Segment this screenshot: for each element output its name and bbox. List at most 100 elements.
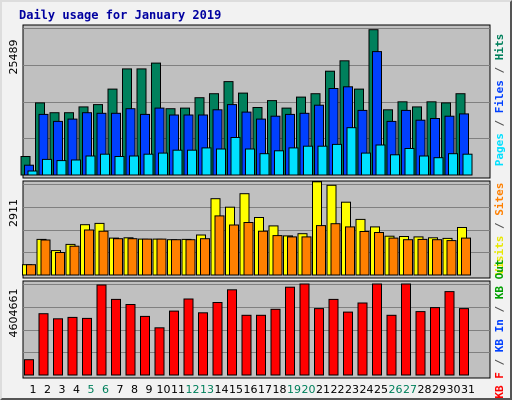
bar-kb-f-day-4 bbox=[67, 316, 78, 376]
bar-kb-f-day-16 bbox=[241, 314, 252, 376]
x-tick-label-day-22: 22 bbox=[331, 383, 345, 396]
x-tick-label-day-15: 15 bbox=[229, 383, 243, 396]
bar-pages-day-2 bbox=[42, 158, 52, 176]
bar-kb-f-day-10 bbox=[154, 327, 165, 376]
bar-pages-day-12 bbox=[187, 149, 197, 176]
bar-kb-f-day-12 bbox=[183, 298, 194, 376]
bar-kb-f-day-20 bbox=[299, 283, 310, 376]
bar-sites-day-15 bbox=[229, 224, 239, 276]
bar-sites-day-26 bbox=[388, 237, 399, 276]
bar-pages-day-1 bbox=[27, 170, 38, 176]
panel-visits-scale-label: 2911 bbox=[7, 199, 20, 227]
x-tick-label-day-14: 14 bbox=[215, 383, 229, 396]
x-tick-label-day-6: 6 bbox=[102, 383, 109, 396]
bar-kb-f-day-7 bbox=[111, 298, 121, 376]
bar-kb-f-day-6 bbox=[96, 284, 107, 376]
bar-pages-day-6 bbox=[100, 153, 110, 176]
bar-kb-f-day-9 bbox=[140, 315, 150, 376]
x-tick-label-day-27: 27 bbox=[403, 383, 417, 396]
x-tick-label-day-26: 26 bbox=[389, 383, 403, 396]
bar-sites-day-13 bbox=[200, 238, 210, 276]
x-tick-label-day-9: 9 bbox=[146, 383, 153, 396]
bar-sites-day-23 bbox=[345, 226, 355, 276]
x-tick-label-day-16: 16 bbox=[244, 383, 258, 396]
bar-kb-f-day-24 bbox=[357, 302, 368, 376]
bar-sites-day-30 bbox=[446, 240, 457, 276]
x-tick-label-day-23: 23 bbox=[345, 383, 359, 396]
panel-hits-scale-label: 25489 bbox=[7, 40, 20, 75]
bar-kb-f-day-27 bbox=[401, 283, 411, 376]
bar-sites-day-27 bbox=[403, 239, 413, 276]
bar-kb-f-day-25 bbox=[372, 283, 382, 376]
bar-pages-day-31 bbox=[462, 153, 473, 176]
bar-sites-day-22 bbox=[330, 223, 341, 276]
bar-pages-day-13 bbox=[201, 147, 212, 176]
bar-pages-day-17 bbox=[259, 153, 270, 176]
bar-pages-day-15 bbox=[230, 137, 241, 176]
bar-kb-f-day-26 bbox=[386, 314, 397, 376]
bar-sites-day-21 bbox=[316, 225, 326, 276]
bar-pages-day-22 bbox=[332, 143, 342, 176]
x-tick-label-day-11: 11 bbox=[171, 383, 185, 396]
bar-sites-day-9 bbox=[142, 238, 152, 276]
bar-sites-day-16 bbox=[243, 222, 254, 276]
bar-pages-day-9 bbox=[143, 153, 154, 176]
bar-pages-day-28 bbox=[419, 155, 429, 176]
bar-kb-f-day-5 bbox=[82, 317, 92, 376]
legend-label-0: Pages / Files / Hits bbox=[493, 34, 506, 167]
bar-sites-day-11 bbox=[171, 239, 181, 276]
bar-sites-day-3 bbox=[55, 252, 65, 276]
bar-pages-day-21 bbox=[317, 145, 328, 176]
legend-part-0-2: Files bbox=[493, 80, 506, 113]
x-tick-label-day-21: 21 bbox=[316, 383, 330, 396]
bar-kb-f-day-17 bbox=[256, 314, 266, 376]
x-tick-label-day-31: 31 bbox=[461, 383, 475, 396]
bar-pages-day-3 bbox=[56, 160, 67, 176]
bar-sites-day-28 bbox=[417, 238, 428, 276]
bar-pages-day-10 bbox=[158, 152, 168, 176]
bar-sites-day-8 bbox=[127, 238, 138, 276]
bar-pages-day-8 bbox=[129, 155, 139, 176]
bar-kb-f-day-3 bbox=[53, 318, 63, 376]
bar-sites-day-20 bbox=[301, 236, 312, 276]
legend-part-2-3: / bbox=[493, 299, 506, 319]
legend-part-0-3: / bbox=[493, 60, 506, 80]
chart-title: Daily usage for January 2019 bbox=[19, 8, 221, 22]
bar-kb-f-day-29 bbox=[430, 307, 440, 376]
x-tick-label-day-7: 7 bbox=[117, 383, 124, 396]
bar-kb-f-day-18 bbox=[270, 308, 281, 376]
bar-pages-day-14 bbox=[216, 148, 226, 176]
bar-sites-day-2 bbox=[40, 239, 51, 276]
bar-sites-day-29 bbox=[432, 239, 442, 276]
x-tick-label-day-1: 1 bbox=[30, 383, 37, 396]
bar-sites-day-12 bbox=[185, 239, 196, 276]
bar-pages-day-18 bbox=[274, 150, 284, 176]
legend-part-2-2: KB In bbox=[493, 319, 506, 352]
bar-sites-day-19 bbox=[287, 236, 297, 276]
bar-sites-day-7 bbox=[113, 238, 123, 276]
x-tick-label-day-8: 8 bbox=[131, 383, 138, 396]
x-tick-label-day-18: 18 bbox=[273, 383, 287, 396]
bar-pages-day-27 bbox=[404, 148, 415, 176]
bar-kb-f-day-30 bbox=[444, 291, 455, 376]
panel-kbytes-scale-label: 4604661 bbox=[7, 289, 20, 338]
bar-kb-f-day-2 bbox=[38, 313, 49, 376]
bar-kb-f-day-23 bbox=[343, 311, 353, 376]
x-tick-label-day-29: 29 bbox=[432, 383, 446, 396]
legend-part-0-1: / bbox=[493, 113, 506, 133]
x-tick-label-day-3: 3 bbox=[59, 383, 66, 396]
x-tick-label-day-28: 28 bbox=[418, 383, 432, 396]
bar-kb-f-day-13 bbox=[198, 312, 208, 376]
bar-kb-f-day-31 bbox=[459, 308, 469, 376]
x-tick-label-day-17: 17 bbox=[258, 383, 272, 396]
bar-pages-day-24 bbox=[361, 152, 371, 176]
bar-kb-f-day-1 bbox=[24, 359, 34, 376]
x-tick-label-day-20: 20 bbox=[302, 383, 316, 396]
bar-sites-day-17 bbox=[258, 230, 268, 276]
bar-kb-f-day-15 bbox=[227, 289, 237, 376]
bar-pages-day-26 bbox=[390, 154, 400, 176]
x-tick-label-day-25: 25 bbox=[374, 383, 388, 396]
bar-sites-day-6 bbox=[98, 230, 109, 276]
bar-pages-day-29 bbox=[433, 157, 444, 176]
bar-pages-day-7 bbox=[114, 156, 125, 176]
